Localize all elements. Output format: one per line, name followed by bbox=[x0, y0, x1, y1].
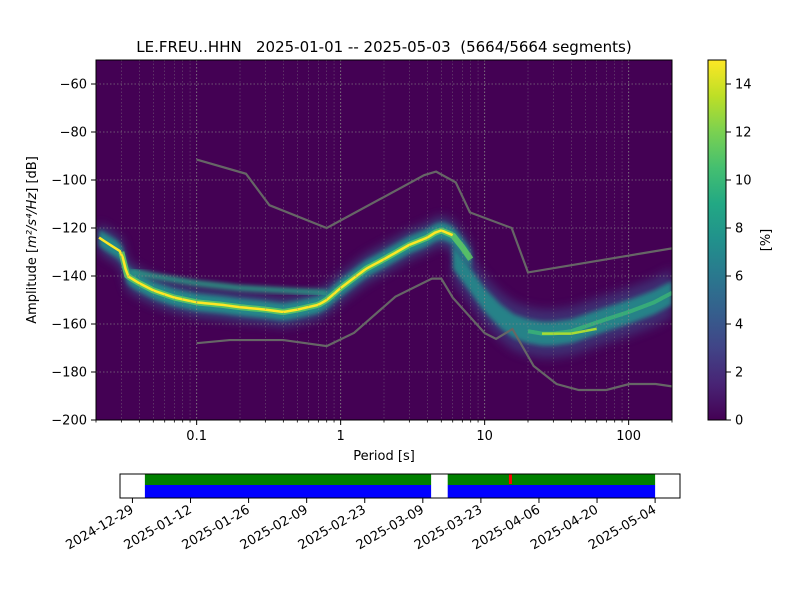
y-tick-label: −100 bbox=[51, 174, 87, 189]
colorbar-tick-label: 2 bbox=[735, 366, 743, 381]
new-low-noise-model-line bbox=[196, 277, 672, 392]
colorbar-tick-label: 10 bbox=[735, 174, 752, 189]
x-tick-label: 1 bbox=[337, 429, 345, 444]
y-tick-label: −120 bbox=[51, 222, 87, 237]
timeline-used-segment bbox=[144, 474, 432, 485]
y-tick-label: −160 bbox=[51, 318, 87, 333]
colorbar-tick-label: 12 bbox=[735, 126, 752, 141]
x-tick-label: 0.1 bbox=[186, 429, 207, 444]
y-axis-label: Amplitude [m²/s⁴/Hz] [dB] bbox=[25, 156, 40, 324]
y-axis-label-unit: m²/s⁴/Hz bbox=[25, 192, 40, 248]
grid-lines bbox=[96, 60, 672, 420]
x-tick-label: 100 bbox=[616, 429, 641, 444]
y-axis-ticks: −60 −80 −100 −120 −140 −160 −180 −200 bbox=[51, 78, 96, 429]
y-axis-label-end: ] [dB] bbox=[25, 156, 40, 193]
y-axis-label-main: Amplitude [ bbox=[25, 248, 40, 324]
colorbar-tick-label: 14 bbox=[735, 78, 752, 93]
timeline-coverage-segment bbox=[144, 485, 432, 498]
y-tick-label: −80 bbox=[60, 126, 87, 141]
colorbar bbox=[707, 59, 727, 421]
ppsd-mode-line bbox=[98, 229, 454, 314]
y-tick-label: −60 bbox=[60, 78, 87, 93]
timeline-border bbox=[119, 473, 681, 499]
data-coverage-timeline: 2024-12-292025-01-122025-01-262025-02-09… bbox=[64, 473, 681, 553]
colorbar-tick-label: 6 bbox=[735, 270, 743, 285]
x-axis-ticks: 0.1 1 10 100 bbox=[95, 420, 673, 444]
x-tick-label: 10 bbox=[476, 429, 493, 444]
colorbar-ticks: 0 2 4 6 8 10 12 14 bbox=[726, 78, 752, 429]
colorbar-tick-label: 0 bbox=[735, 414, 743, 429]
ppsd-upper-branch bbox=[130, 268, 327, 296]
timeline-used-segment bbox=[447, 474, 656, 485]
noise-models bbox=[196, 158, 672, 392]
y-tick-label: −200 bbox=[51, 414, 87, 429]
new-high-noise-model-line bbox=[196, 158, 672, 274]
timeline-gap-marker bbox=[508, 474, 512, 484]
y-tick-label: −180 bbox=[51, 366, 87, 381]
ppsd-band-long-period bbox=[452, 244, 672, 346]
timeline-coverage-segment bbox=[447, 485, 656, 498]
ppsd-mode-line-long bbox=[541, 327, 597, 335]
x-axis-label: Period [s] bbox=[353, 449, 415, 464]
colorbar-label: [%] bbox=[759, 229, 774, 252]
ppsd-heatmap bbox=[98, 216, 672, 358]
colorbar-tick-label: 8 bbox=[735, 222, 743, 237]
chart-title: LE.FREU..HHN 2025-01-01 -- 2025-05-03 (5… bbox=[136, 38, 631, 56]
ppsd-band-short-period bbox=[99, 222, 471, 321]
colorbar-tick-label: 4 bbox=[735, 318, 743, 333]
y-tick-label: −140 bbox=[51, 270, 87, 285]
